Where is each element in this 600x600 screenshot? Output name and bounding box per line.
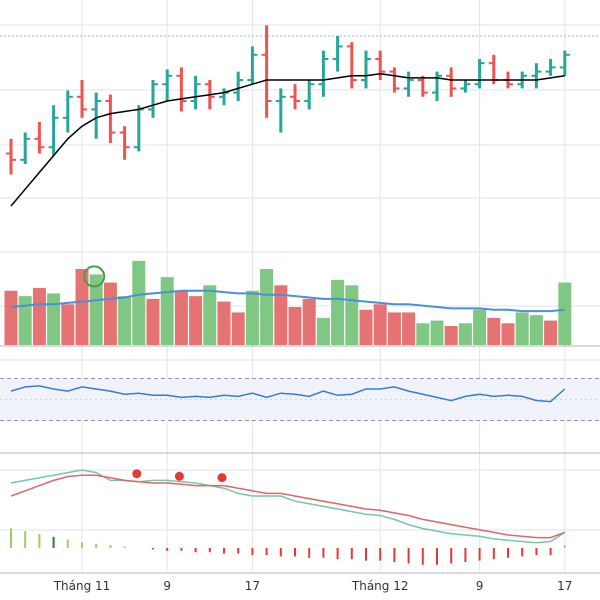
volume-bar (203, 285, 217, 345)
volume-bar (189, 296, 203, 345)
volume-bar (331, 279, 345, 345)
volume-bar (473, 309, 487, 345)
volume-bar (217, 301, 231, 345)
volume-bar (359, 309, 373, 345)
x-tick-label: 17 (557, 579, 572, 593)
volume-bar (387, 312, 401, 345)
volume-bar (402, 312, 416, 345)
volume-bar (487, 317, 501, 345)
moving-average-line (10, 72, 565, 207)
volume-bar (430, 320, 444, 345)
macd-pane (10, 469, 566, 565)
volume-bar (47, 293, 61, 345)
volume-bar (118, 296, 132, 345)
x-tick-label: Tháng 12 (351, 579, 409, 593)
volume-bar (75, 269, 89, 345)
macd-line (10, 474, 566, 539)
price-pane (6, 25, 570, 207)
volume-pane (4, 260, 572, 345)
volume-bar (231, 312, 245, 345)
volume-bar (373, 304, 387, 345)
volume-bar (501, 323, 515, 345)
volume-bar (316, 317, 330, 345)
volume-bar (274, 285, 288, 345)
volume-bar (544, 320, 558, 345)
volume-bar (558, 282, 572, 345)
volume-bar (529, 315, 543, 345)
macd-signal-line (10, 469, 566, 544)
volume-bar (174, 290, 188, 345)
x-tick-label: Tháng 11 (53, 579, 111, 593)
macd-signal-dot (132, 469, 142, 479)
volume-bar (89, 274, 103, 345)
volume-bar (61, 304, 75, 345)
rsi-line (10, 385, 566, 403)
volume-bar (245, 290, 259, 345)
rsi-pane (0, 378, 600, 421)
x-axis: Tháng 11 9 17 Tháng 12 9 17 (53, 579, 573, 593)
volume-bar (103, 282, 117, 345)
volume-bar (416, 323, 430, 345)
volume-bar (515, 312, 529, 345)
volume-bar (302, 298, 316, 345)
macd-signal-dot (217, 473, 227, 483)
x-tick-label: 9 (163, 579, 171, 593)
volume-bar (288, 307, 302, 345)
volume-bar (146, 298, 160, 345)
volume-bar (160, 277, 174, 345)
volume-bar (32, 288, 46, 345)
volume-bar (4, 290, 18, 345)
x-tick-label: 17 (245, 579, 260, 593)
volume-bar (458, 323, 472, 345)
volume-bar (18, 296, 32, 345)
volume-circle-marker (83, 265, 106, 288)
volume-bar (260, 269, 274, 345)
volume-bar (132, 260, 146, 345)
volume-bar (444, 326, 458, 345)
volume-bar (345, 285, 359, 345)
x-tick-label: 9 (476, 579, 484, 593)
volume-average-line (10, 289, 565, 313)
macd-signal-dot (174, 471, 184, 481)
